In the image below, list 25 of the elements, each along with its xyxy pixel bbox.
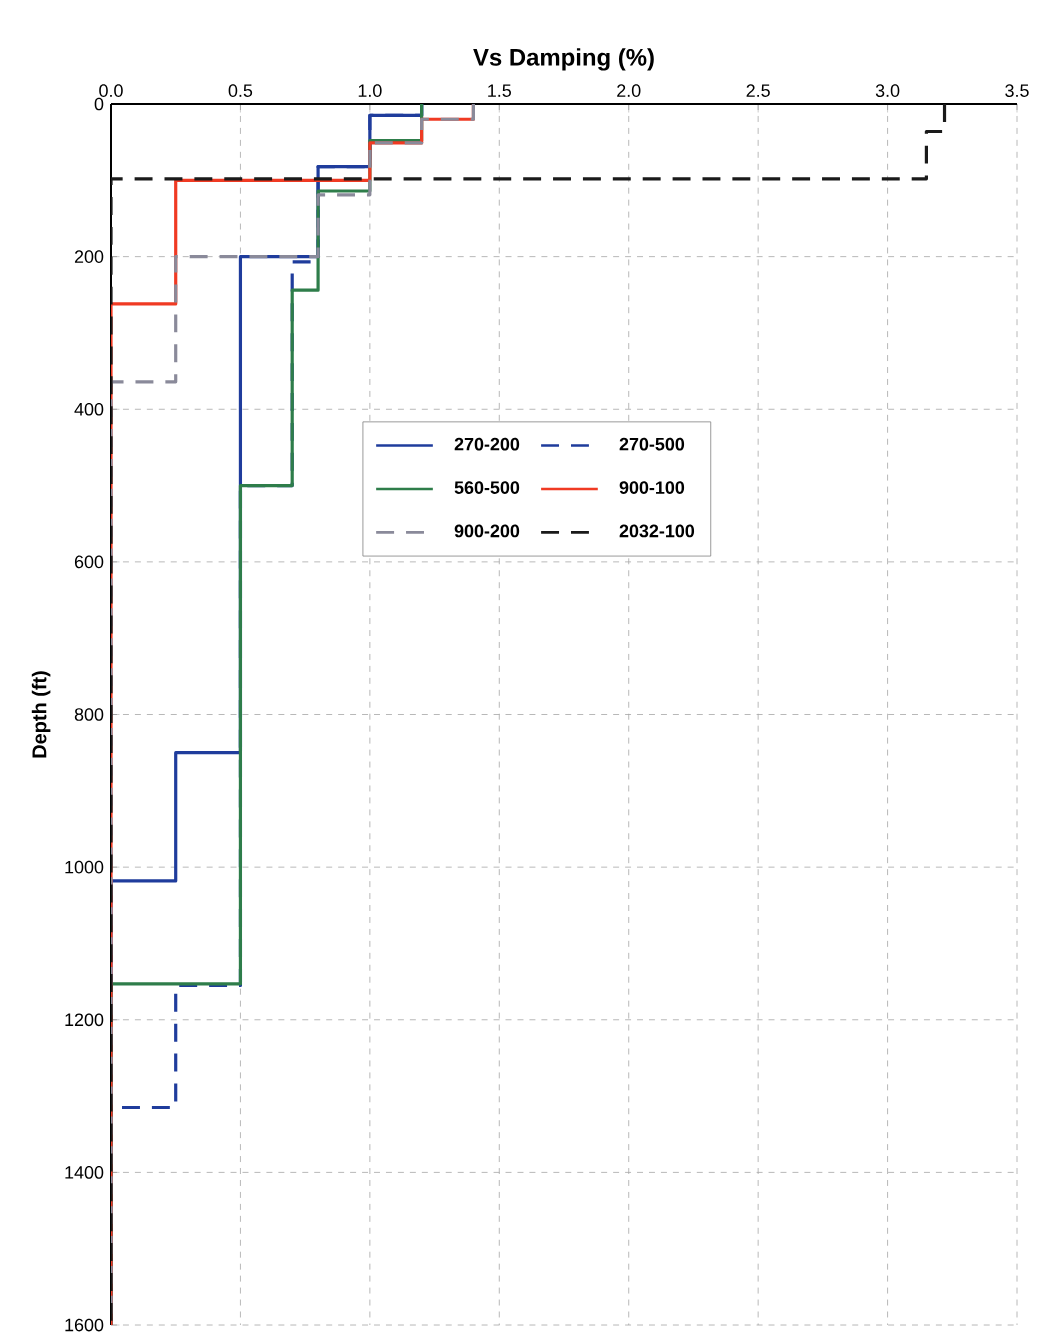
- x-tick-label: 1.0: [358, 84, 382, 97]
- x-tick-label: 3.5: [1005, 84, 1029, 97]
- legend-label: 270-200: [454, 437, 520, 451]
- y-tick-label: 1200: [65, 1013, 104, 1027]
- y-tick-label: 400: [74, 402, 104, 416]
- y-tick-label: 600: [74, 555, 104, 569]
- x-tick-label: 0.5: [228, 84, 253, 97]
- legend-label: 2032-100: [619, 524, 695, 538]
- legend-label: 270-500: [619, 437, 685, 451]
- y-tick-label: 1400: [65, 1166, 104, 1179]
- y-tick-label: 200: [74, 250, 104, 263]
- y-tick-label: 1000: [65, 860, 104, 874]
- legend-label: 560-500: [454, 481, 520, 494]
- legend-label: 900-100: [619, 481, 685, 494]
- x-tick-label: 2.5: [746, 84, 770, 97]
- legend-label: 900-200: [454, 524, 520, 538]
- x-tick-label: 1.5: [488, 84, 511, 97]
- y-axis-title: Depth (ft): [31, 671, 51, 758]
- y-tick-label: 1600: [65, 1318, 104, 1332]
- y-tick-label: 800: [74, 708, 104, 721]
- x-tick-label: 0.0: [99, 84, 123, 97]
- x-tick-label: 3.0: [875, 84, 900, 97]
- y-tick-label: 0: [94, 97, 104, 111]
- x-tick-label: 2.0: [617, 84, 641, 97]
- x-axis-title: Vs Damping (%): [473, 48, 654, 71]
